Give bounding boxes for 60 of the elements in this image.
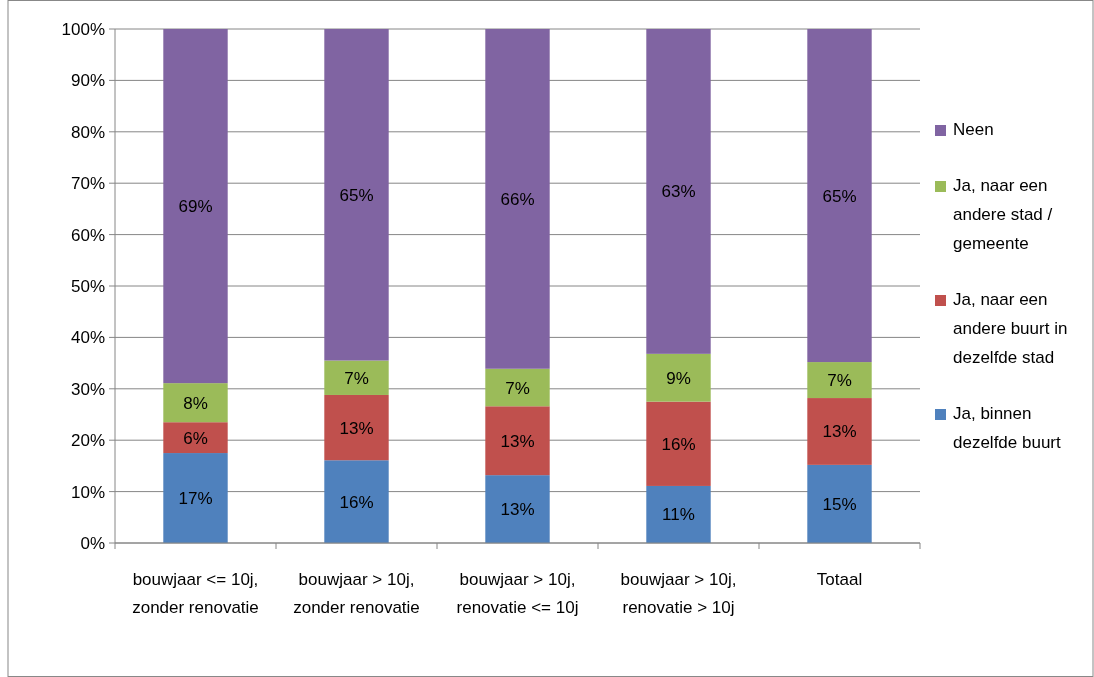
data-label: 13%	[822, 422, 857, 442]
bar	[163, 453, 228, 543]
data-label: 7%	[827, 371, 852, 391]
legend-label: Ja, naar een andere buurt in dezelfde stad	[953, 290, 1068, 367]
y-tick-label: 70%	[70, 174, 105, 194]
data-label: 66%	[500, 189, 535, 209]
bar	[646, 353, 711, 402]
bar	[485, 29, 550, 369]
bar	[646, 29, 711, 354]
y-tick-label: 40%	[70, 328, 105, 348]
data-label: 16%	[661, 434, 696, 454]
bar	[485, 368, 550, 407]
x-tick-label: bouwjaar <= 10j, zonder renovatie	[132, 570, 259, 617]
x-tick-label: bouwjaar > 10j, renovatie > 10j	[620, 570, 737, 617]
bar	[324, 29, 389, 361]
data-label: 13%	[500, 500, 535, 520]
bar	[646, 401, 711, 486]
data-label: 7%	[505, 378, 530, 398]
bar	[324, 394, 389, 461]
data-label: 63%	[661, 182, 696, 202]
y-tick-label: 80%	[70, 122, 105, 142]
bar	[324, 360, 389, 395]
x-tick-label: bouwjaar > 10j, renovatie <= 10j	[456, 570, 579, 617]
y-tick-label: 100%	[61, 20, 105, 39]
x-tick-label: Totaal	[816, 570, 863, 589]
data-label: 13%	[339, 418, 374, 438]
data-label: 65%	[339, 185, 374, 205]
data-label: 8%	[183, 393, 208, 413]
data-label: 11%	[662, 505, 695, 525]
bar	[163, 29, 228, 384]
y-tick-label: 20%	[70, 431, 105, 451]
bar	[324, 460, 389, 543]
legend-label: Neen	[953, 120, 994, 139]
legend-label: Ja, binnen dezelfde buurt	[953, 404, 1062, 452]
data-label: 13%	[500, 431, 535, 451]
bar	[646, 485, 711, 543]
y-tick-label: 10%	[70, 482, 105, 502]
data-label: 17%	[178, 489, 213, 509]
y-tick-label: 90%	[70, 71, 105, 91]
y-tick-label: 30%	[70, 379, 105, 399]
legend-label: Ja, naar een andere stad / gemeente	[953, 176, 1053, 253]
bar	[807, 464, 872, 543]
bar	[807, 362, 872, 399]
data-label: 69%	[178, 197, 213, 217]
x-tick-label: bouwjaar > 10j, zonder renovatie	[293, 570, 420, 617]
data-label: 65%	[822, 186, 857, 206]
data-label: 7%	[344, 368, 369, 388]
data-label: 15%	[822, 494, 857, 514]
y-tick-label: 60%	[70, 225, 105, 245]
bar	[807, 29, 872, 363]
bar	[485, 475, 550, 543]
bar	[163, 422, 228, 454]
data-label: 9%	[666, 368, 691, 388]
bar	[163, 383, 228, 423]
bar	[807, 398, 872, 465]
y-tick-label: 50%	[70, 277, 105, 296]
bar	[485, 406, 550, 476]
data-label: 6%	[183, 428, 208, 448]
y-tick-label: 0%	[80, 534, 105, 553]
data-label: 16%	[339, 492, 374, 512]
